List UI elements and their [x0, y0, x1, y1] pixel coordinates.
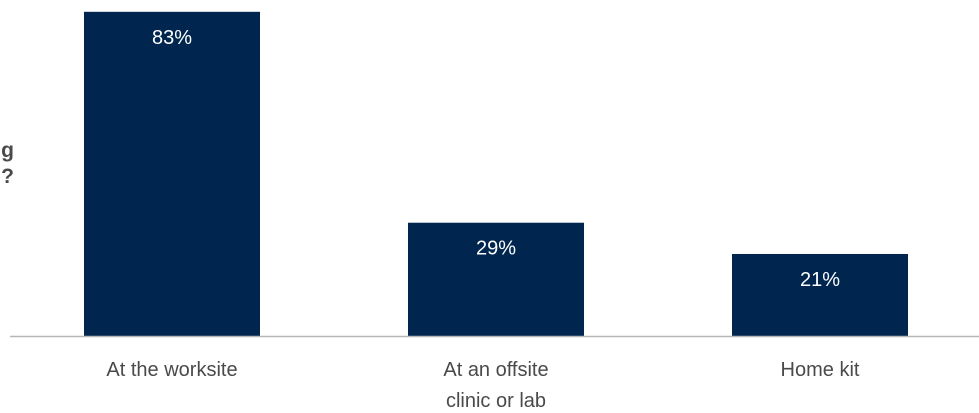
bar-value-label-1: 83%	[152, 27, 192, 49]
bar-value-label-3: 21%	[800, 269, 840, 291]
category-label-1-line-1: At the worksite	[106, 359, 237, 381]
side-question-line-1: g	[1, 139, 14, 162]
bar-3	[732, 253, 908, 336]
bars-group: 83% 29% 21%	[84, 11, 908, 336]
side-question-text: g ?	[0, 138, 14, 194]
bar-1	[84, 11, 260, 336]
bar-value-label-2: 29%	[476, 238, 516, 260]
category-label-3: Home kit	[781, 359, 860, 381]
side-question-line-2: ?	[1, 165, 14, 188]
category-label-1: At the worksite	[106, 359, 237, 381]
category-label-2-line-1: At an offsite	[443, 359, 548, 381]
category-label-2-line-2: clinic or lab	[446, 390, 546, 412]
category-label-3-line-1: Home kit	[781, 359, 860, 381]
category-labels-group: At the worksite At an offsite clinic or la…	[106, 359, 859, 412]
category-label-2: At an offsite clinic or lab	[443, 359, 548, 412]
bar-2	[408, 222, 584, 336]
